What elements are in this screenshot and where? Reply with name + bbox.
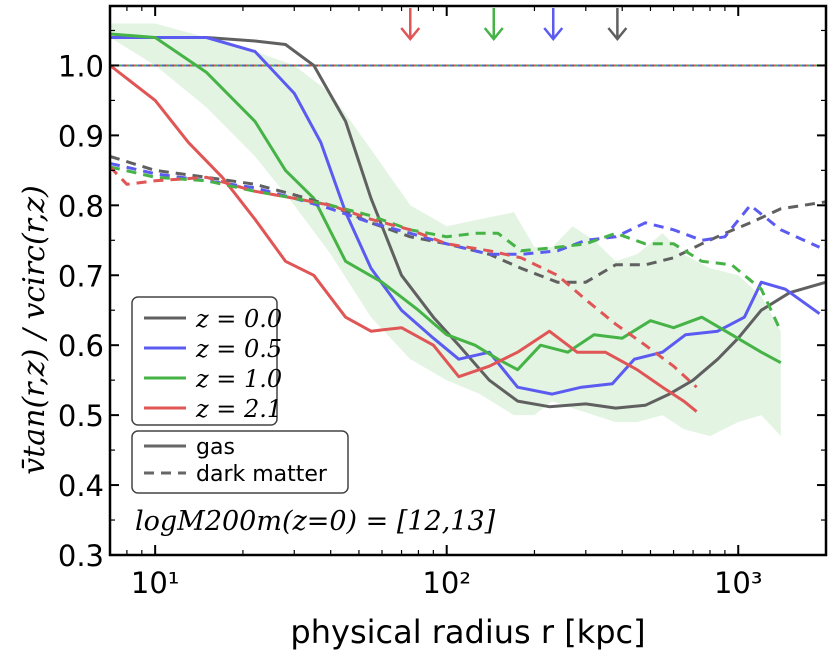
band-z1-gas: [110, 23, 781, 437]
y-tick-label: 0.3: [58, 539, 104, 573]
y-tick-label: 0.5: [58, 399, 104, 433]
series-z-2-1-dark-matter: [110, 165, 698, 389]
series-z-2-1-gas: [110, 64, 698, 413]
x-axis-label: physical radius r [kpc]: [290, 613, 645, 651]
virial-arrow: [543, 8, 564, 41]
legend-label: gas: [196, 435, 235, 460]
y-tick-label: 0.4: [58, 469, 104, 503]
y-tick-label: 0.6: [58, 329, 104, 363]
virial-arrow: [483, 8, 504, 41]
series-z-1-0-gas: [110, 32, 782, 372]
legend-entry: dark matter: [144, 462, 328, 487]
series-z-0-5-dark-matter: [110, 161, 821, 256]
legend-entry: z = 0.0: [144, 305, 282, 333]
y-tick-label: 0.8: [58, 189, 104, 223]
x-tick-label: 10³: [714, 566, 763, 600]
virial-arrow: [400, 8, 421, 41]
legend-entry: gas: [144, 435, 235, 460]
y-tick-label: 0.9: [58, 119, 104, 153]
plot-frame: [108, 4, 828, 557]
virial-arrow: [607, 8, 628, 41]
y-axis-label: v̄tan(r,z) / vcirc(r,z): [17, 185, 52, 474]
mass-annotation: logM200m(z=0) = [12,13]: [135, 506, 496, 537]
legend-redshift-frame: [131, 296, 278, 426]
legend-entry: z = 2.1: [144, 395, 282, 423]
series-z-1-0-dark-matter: [110, 165, 783, 332]
y-tick-label: 1.0: [58, 49, 104, 83]
virial-radius-arrows: [400, 8, 628, 41]
legend-entry: z = 1.0: [144, 365, 282, 393]
axis-ticks: 0.3 0.4 0.5 0.6 0.7 0.8 0.9 1.0 10¹ 10² 10³: [58, 6, 827, 600]
legend-label: z = 0.0: [195, 305, 282, 333]
series-z-0-0-gas: [110, 36, 826, 410]
y-tick-label: 0.7: [58, 259, 104, 293]
legend-label: z = 2.1: [195, 395, 282, 423]
series-layer: [110, 32, 826, 413]
x-tick-label: 10¹: [131, 566, 180, 600]
legend-entry: z = 0.5: [144, 335, 282, 363]
legend-label: dark matter: [196, 462, 328, 487]
x-tick-label: 10²: [422, 566, 471, 600]
legend-redshift: z = 0.0z = 0.5z = 1.0z = 2.1: [131, 296, 282, 426]
series-z-0-0-dark-matter: [110, 154, 826, 284]
legend-label: z = 1.0: [195, 365, 282, 393]
legend-label: z = 0.5: [195, 335, 282, 363]
uncertainty-band-layer: [110, 23, 781, 437]
